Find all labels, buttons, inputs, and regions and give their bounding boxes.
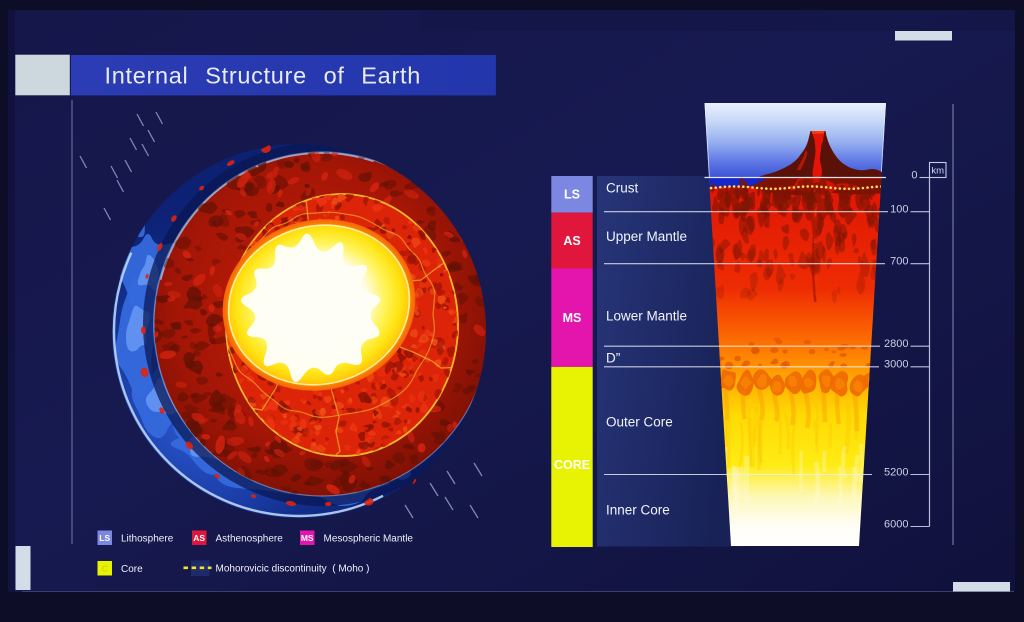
svg-text:Lithosphere: Lithosphere [121, 533, 174, 544]
svg-text:Mesospheric Mantle: Mesospheric Mantle [324, 533, 414, 544]
svg-text:0: 0 [911, 169, 917, 181]
svg-text:Mohorovicic discontinuity ( M: Mohorovicic discontinuity ( Moho ) [216, 564, 370, 575]
svg-text:6000: 6000 [884, 518, 908, 530]
svg-text:LS: LS [564, 188, 580, 202]
svg-text:AS: AS [193, 533, 205, 543]
svg-text:Outer Core: Outer Core [606, 415, 673, 430]
svg-text:3000: 3000 [884, 359, 908, 371]
svg-text:Upper Mantle: Upper Mantle [606, 229, 687, 244]
svg-text:LS: LS [99, 533, 110, 543]
svg-text:Inner Core: Inner Core [606, 503, 670, 518]
svg-text:Core: Core [121, 564, 143, 575]
svg-text:C: C [102, 563, 108, 573]
svg-text:Internal Structure of Earth: Internal Structure of Earth [105, 63, 421, 89]
svg-text:D”: D” [606, 351, 620, 366]
svg-text:2800: 2800 [884, 338, 908, 350]
svg-text:MS: MS [301, 533, 314, 543]
svg-text:Asthenosphere: Asthenosphere [216, 533, 284, 544]
svg-text:Lower Mantle: Lower Mantle [606, 309, 687, 324]
svg-text:700: 700 [890, 256, 908, 268]
svg-text:100: 100 [890, 204, 908, 216]
svg-text:5200: 5200 [884, 466, 908, 478]
svg-text:MS: MS [563, 311, 582, 325]
svg-text:km: km [931, 165, 944, 176]
svg-text:Crust: Crust [606, 181, 639, 196]
svg-text:CORE: CORE [554, 458, 590, 472]
svg-text:AS: AS [563, 234, 580, 248]
